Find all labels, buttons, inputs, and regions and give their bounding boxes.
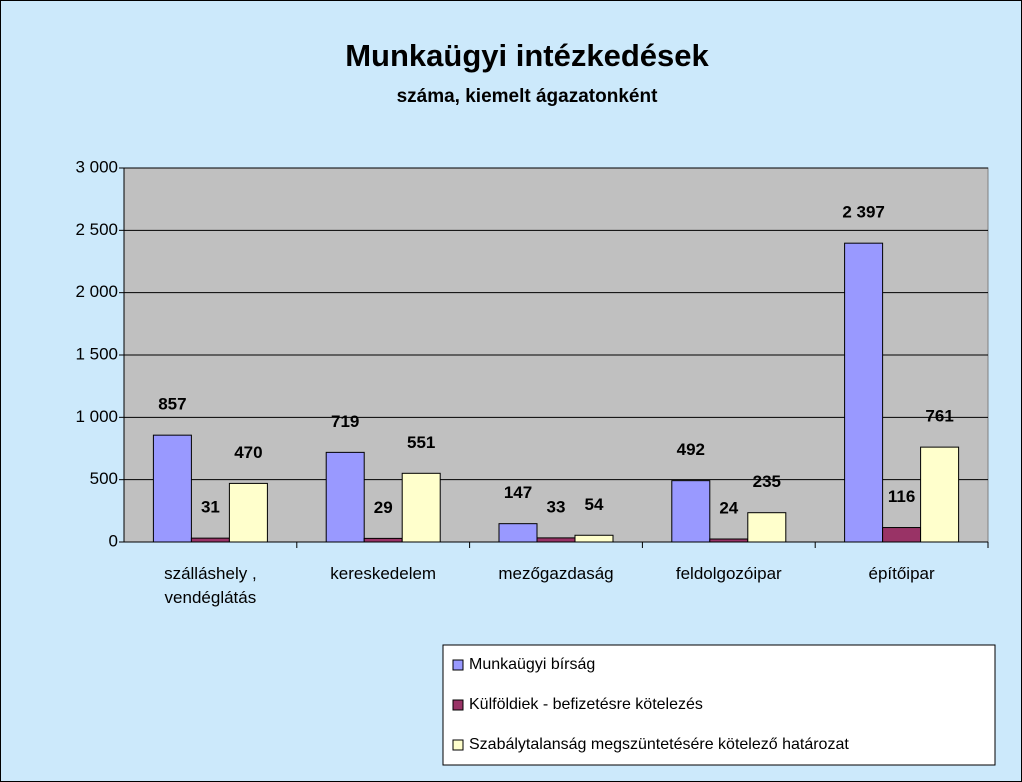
bar bbox=[574, 534, 614, 543]
chart-title: Munkaügyi intézkedések bbox=[345, 38, 709, 73]
data-label: 761 bbox=[925, 407, 953, 426]
bar bbox=[882, 527, 922, 543]
data-label: 719 bbox=[331, 412, 359, 431]
data-label: 2 397 bbox=[842, 203, 885, 222]
data-label: 147 bbox=[504, 483, 532, 502]
x-tick-label: építőipar bbox=[868, 564, 935, 583]
legend-label: Külföldiek - befizetésre kötelezés bbox=[469, 696, 703, 713]
legend-label: Szabálytalanság megszüntetésére kötelező… bbox=[469, 736, 849, 753]
y-tick-label: 2 000 bbox=[75, 282, 118, 301]
x-tick-label: szálláshely , vendéglátás bbox=[164, 564, 257, 607]
y-tick-label: 1 000 bbox=[75, 407, 118, 426]
data-label: 24 bbox=[719, 498, 738, 517]
data-label: 54 bbox=[585, 495, 604, 514]
bar bbox=[228, 482, 268, 543]
x-tick-label: kereskedelem bbox=[330, 564, 437, 583]
x-tick-label: mezőgazdaság bbox=[498, 564, 614, 583]
legend-box bbox=[442, 644, 996, 766]
legend-marker bbox=[452, 739, 464, 751]
legend-marker bbox=[452, 659, 464, 671]
data-label: 29 bbox=[374, 498, 393, 517]
legend-marker bbox=[452, 699, 464, 711]
data-label: 857 bbox=[158, 395, 186, 414]
legend-label: Munkaügyi bírság bbox=[469, 656, 595, 673]
bar bbox=[671, 480, 711, 543]
bar bbox=[920, 446, 960, 543]
bar bbox=[401, 472, 441, 543]
y-tick-label: 2 500 bbox=[75, 220, 118, 239]
data-label: 116 bbox=[888, 487, 915, 506]
y-tick-label: 3 000 bbox=[75, 157, 118, 176]
y-tick-label: 500 bbox=[90, 469, 118, 488]
data-label: 492 bbox=[677, 440, 705, 459]
bar bbox=[536, 537, 576, 543]
data-label: 470 bbox=[234, 443, 262, 462]
y-tick-label: 1 500 bbox=[75, 344, 118, 363]
bar bbox=[709, 538, 749, 543]
bar bbox=[325, 451, 365, 543]
data-label: 235 bbox=[753, 472, 781, 491]
data-label: 551 bbox=[407, 433, 435, 452]
bar bbox=[844, 242, 884, 543]
bar bbox=[498, 523, 538, 543]
data-label: 33 bbox=[547, 497, 566, 516]
chart-subtitle: száma, kiemelt ágazatonként bbox=[397, 86, 658, 107]
x-tick-label: feldolgozóipar bbox=[675, 564, 782, 583]
bar bbox=[363, 537, 403, 543]
bar bbox=[190, 537, 230, 543]
bar bbox=[152, 434, 192, 543]
data-label: 31 bbox=[201, 498, 220, 517]
y-tick-label: 0 bbox=[109, 531, 118, 550]
bar bbox=[747, 512, 787, 543]
